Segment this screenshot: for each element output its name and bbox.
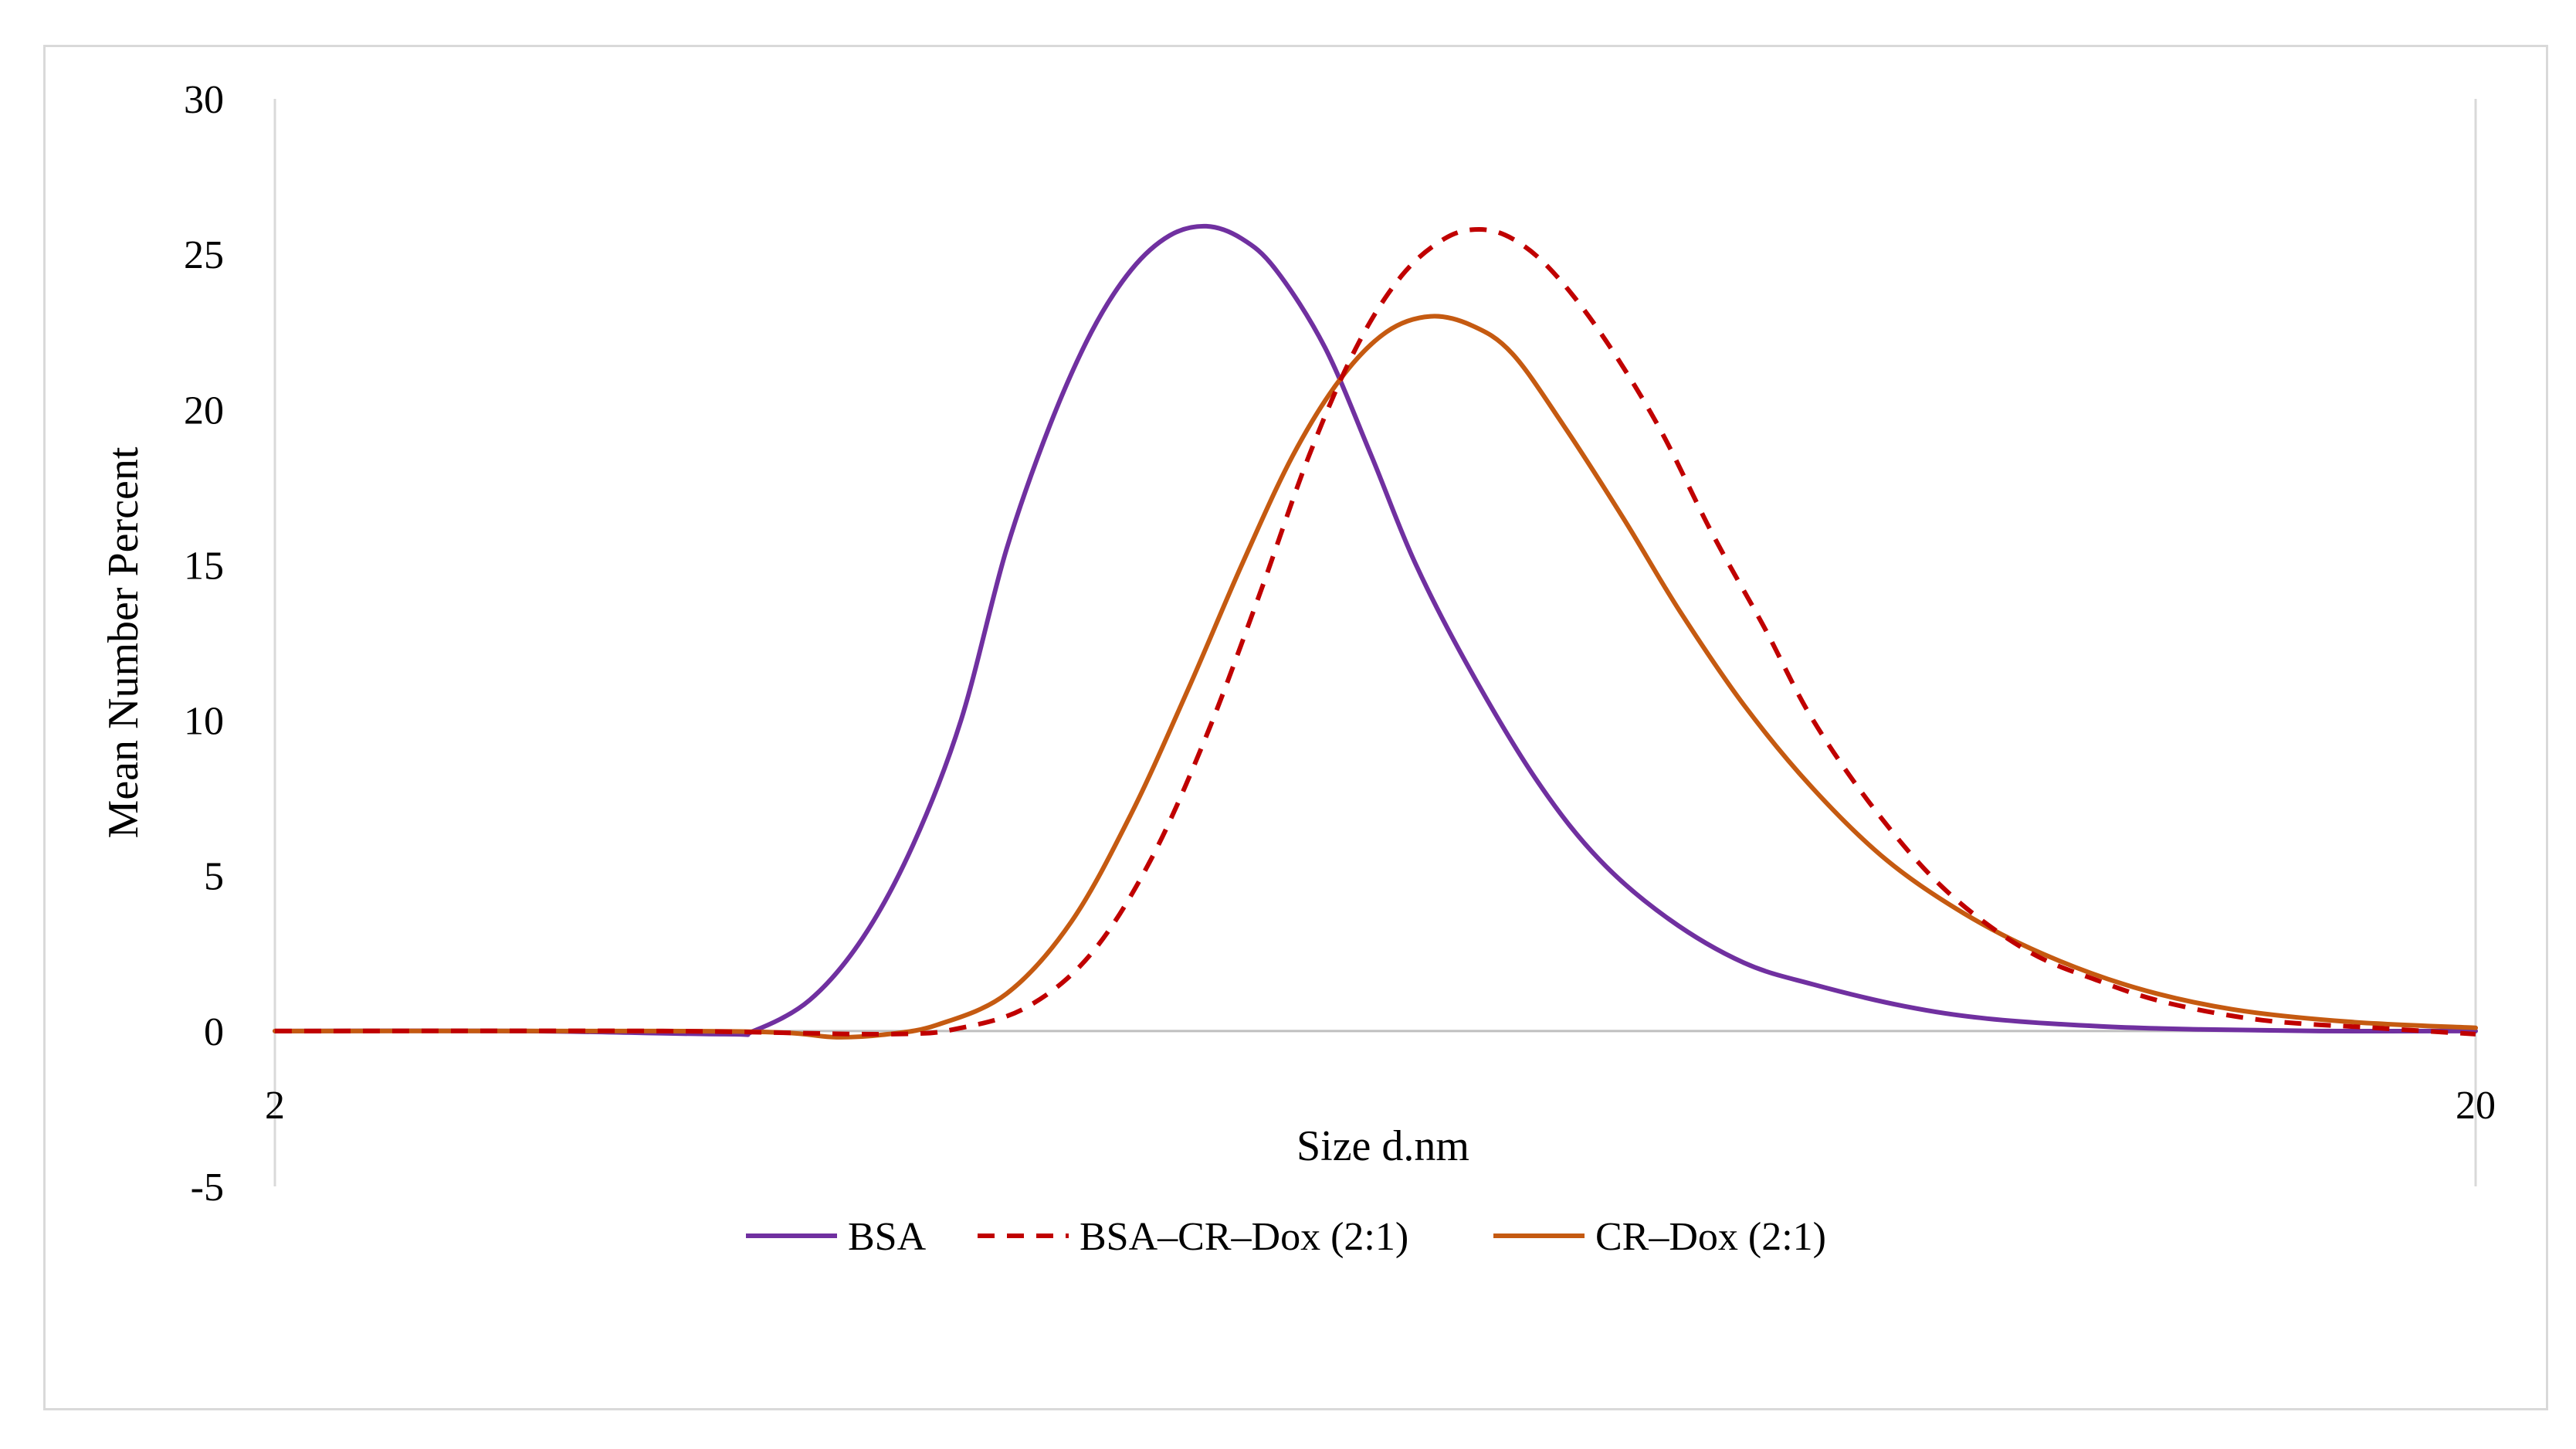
series-layer — [273, 223, 2478, 1040]
series-line-2 — [273, 314, 2478, 1040]
x-axis-title: Size d.nm — [1296, 1122, 1469, 1170]
x-tick-label: 20 — [2456, 1084, 2496, 1128]
y-tick-label: 5 — [204, 855, 224, 899]
series-line-0 — [273, 223, 2478, 1037]
legend-item: CR–Dox (2:1) — [1493, 1215, 1826, 1259]
y-tick-label: 20 — [184, 389, 224, 433]
y-tick-label: 0 — [204, 1010, 224, 1054]
y-tick-label: 30 — [184, 78, 224, 122]
chart-frame — [43, 45, 2548, 1410]
legend-item: BSA–CR–Dox (2:1) — [978, 1215, 1408, 1259]
labels-layer: Size d.nm Mean Number Percent — [100, 446, 1469, 1170]
y-tick-label: -5 — [191, 1166, 224, 1210]
series-line-1 — [274, 227, 2476, 1037]
legend-label: CR–Dox (2:1) — [1595, 1215, 1826, 1259]
y-tick-label: 25 — [184, 233, 224, 277]
x-tick-label: 2 — [265, 1084, 285, 1128]
legend-label: BSA–CR–Dox (2:1) — [1080, 1215, 1408, 1259]
y-axis-title: Mean Number Percent — [100, 446, 147, 838]
legend-label: BSA — [848, 1215, 927, 1259]
y-tick-label: 15 — [184, 544, 224, 588]
axes: 30 25 20 15 10 5 0 -5 2 20 — [184, 78, 2496, 1210]
y-tick-label: 10 — [184, 700, 224, 744]
legend: BSA BSA–CR–Dox (2:1) CR–Dox (2:1) — [746, 1215, 1826, 1259]
legend-item: BSA — [746, 1215, 927, 1259]
